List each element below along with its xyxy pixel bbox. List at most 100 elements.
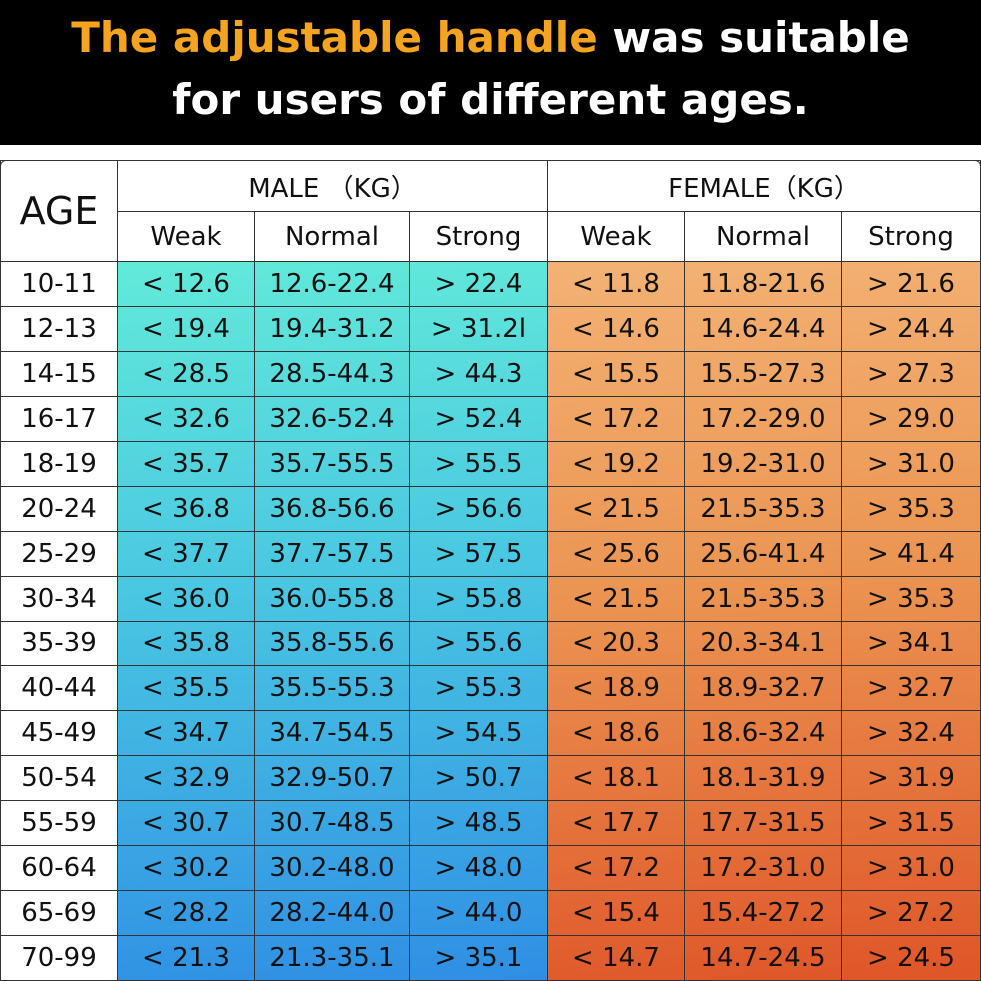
value-cell: < 35.5 (118, 666, 255, 712)
value-cell: < 21.5 (548, 576, 685, 622)
value-cell: > 55.8 (410, 576, 548, 622)
value-cell: > 32.4 (842, 711, 981, 757)
value-cell: < 36.8 (118, 486, 255, 532)
value-cell: 36.0-55.8 (255, 576, 410, 622)
age-cell: 14-15 (0, 351, 118, 397)
value-cell: < 15.5 (548, 351, 685, 397)
value-cell: > 29.0 (842, 396, 981, 442)
age-cell: 50-54 (0, 756, 118, 802)
value-cell: < 19.4 (118, 306, 255, 352)
value-cell: > 48.5 (410, 801, 548, 847)
value-cell: 35.5-55.3 (255, 666, 410, 712)
value-cell: < 21.3 (118, 936, 255, 981)
age-cell: 25-29 (0, 531, 118, 577)
value-cell: 18.1-31.9 (685, 756, 842, 802)
value-cell: < 17.7 (548, 801, 685, 847)
value-cell: > 21.6 (842, 262, 981, 307)
value-cell: > 44.0 (410, 891, 548, 937)
male-background (118, 262, 548, 981)
subheader: Weak (548, 212, 685, 262)
value-cell: < 35.8 (118, 621, 255, 667)
subheader: Strong (410, 212, 548, 262)
value-cell: 12.6-22.4 (255, 262, 410, 307)
value-cell: < 12.6 (118, 262, 255, 307)
age-cell: 55-59 (0, 801, 118, 847)
value-cell: > 35.1 (410, 936, 548, 981)
value-cell: 14.6-24.4 (685, 306, 842, 352)
age-cell: 18-19 (0, 441, 118, 487)
value-cell: 18.6-32.4 (685, 711, 842, 757)
value-cell: < 14.7 (548, 936, 685, 981)
age-cell: 16-17 (0, 396, 118, 442)
age-cell: 70-99 (0, 936, 118, 981)
value-cell: < 28.2 (118, 891, 255, 937)
subheader: Normal (255, 212, 410, 262)
group-header: FEMALE（KG） (548, 160, 981, 212)
value-cell: > 24.5 (842, 936, 981, 981)
value-cell: 19.4-31.2 (255, 306, 410, 352)
value-cell: 15.4-27.2 (685, 891, 842, 937)
value-cell: 18.9-32.7 (685, 666, 842, 712)
subheader: Strong (842, 212, 981, 262)
age-cell: 65-69 (0, 891, 118, 937)
value-cell: 37.7-57.5 (255, 531, 410, 577)
value-cell: < 18.9 (548, 666, 685, 712)
value-cell: 11.8-21.6 (685, 262, 842, 307)
value-cell: < 30.7 (118, 801, 255, 847)
value-cell: < 11.8 (548, 262, 685, 307)
value-cell: > 56.6 (410, 486, 548, 532)
value-cell: > 54.5 (410, 711, 548, 757)
value-cell: < 18.1 (548, 756, 685, 802)
value-cell: 17.7-31.5 (685, 801, 842, 847)
subheader: Normal (685, 212, 842, 262)
subheader: Weak (118, 212, 255, 262)
value-cell: < 17.2 (548, 846, 685, 892)
value-cell: < 19.2 (548, 441, 685, 487)
value-cell: 17.2-31.0 (685, 846, 842, 892)
value-cell: 14.7-24.5 (685, 936, 842, 981)
age-cell: 20-24 (0, 486, 118, 532)
value-cell: < 21.5 (548, 486, 685, 532)
value-cell: 25.6-41.4 (685, 531, 842, 577)
value-cell: 35.7-55.5 (255, 441, 410, 487)
value-cell: 34.7-54.5 (255, 711, 410, 757)
value-cell: > 31.5 (842, 801, 981, 847)
value-cell: > 55.6 (410, 621, 548, 667)
value-cell: > 32.7 (842, 666, 981, 712)
value-cell: > 50.7 (410, 756, 548, 802)
age-cell: 40-44 (0, 666, 118, 712)
title-text: for users of different ages. (172, 75, 809, 124)
value-cell: > 52.4 (410, 396, 548, 442)
value-cell: < 17.2 (548, 396, 685, 442)
value-cell: > 31.0 (842, 846, 981, 892)
value-cell: > 55.5 (410, 441, 548, 487)
age-header: AGE (0, 160, 118, 262)
value-cell: < 35.7 (118, 441, 255, 487)
age-cell: 10-11 (0, 262, 118, 307)
value-cell: > 48.0 (410, 846, 548, 892)
value-cell: 20.3-34.1 (685, 621, 842, 667)
age-cell: 60-64 (0, 846, 118, 892)
value-cell: < 28.5 (118, 351, 255, 397)
group-header: MALE （KG） (118, 160, 548, 212)
value-cell: < 25.6 (548, 531, 685, 577)
title-line: The adjustable handle was suitable (0, 8, 981, 68)
value-cell: 30.2-48.0 (255, 846, 410, 892)
age-cell: 30-34 (0, 576, 118, 622)
value-cell: > 31.9 (842, 756, 981, 802)
value-cell: > 41.4 (842, 531, 981, 577)
value-cell: 32.9-50.7 (255, 756, 410, 802)
value-cell: < 30.2 (118, 846, 255, 892)
value-cell: 30.7-48.5 (255, 801, 410, 847)
value-cell: < 20.3 (548, 621, 685, 667)
value-cell: 21.3-35.1 (255, 936, 410, 981)
age-cell: 35-39 (0, 621, 118, 667)
age-cell: 12-13 (0, 306, 118, 352)
value-cell: 35.8-55.6 (255, 621, 410, 667)
value-cell: 28.5-44.3 (255, 351, 410, 397)
header-band: The adjustable handle was suitable for u… (0, 0, 981, 145)
value-cell: > 35.3 (842, 486, 981, 532)
value-cell: 21.5-35.3 (685, 486, 842, 532)
value-cell: > 22.4 (410, 262, 548, 307)
